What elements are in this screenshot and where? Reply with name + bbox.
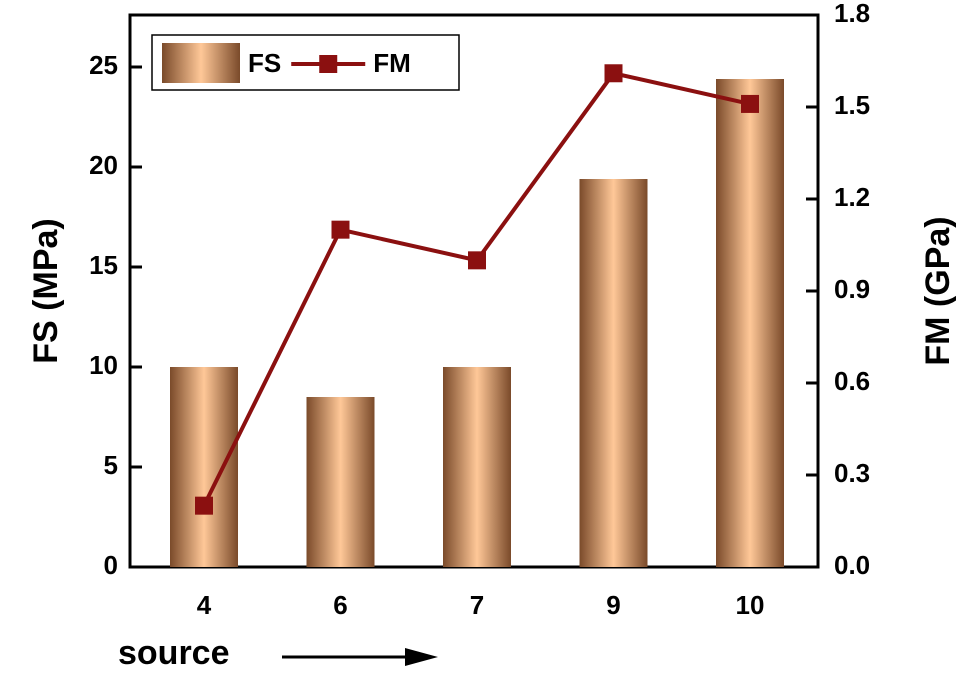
- y2-tick-label: 1.8: [834, 0, 870, 28]
- marker: [604, 64, 623, 83]
- y-tick-label: 15: [89, 250, 118, 280]
- y-tick-label: 25: [89, 50, 118, 80]
- legend: FS FM: [151, 34, 460, 91]
- x-tick-label: 9: [606, 590, 620, 620]
- legend-label: FS: [248, 48, 281, 78]
- marker: [195, 496, 213, 515]
- x-arrow: [282, 648, 438, 666]
- bar: [170, 367, 238, 567]
- x-tick-label: 6: [333, 590, 347, 620]
- y-tick-label: 0: [104, 550, 118, 580]
- bar: [716, 79, 784, 567]
- y2-axis-title: FM (GPa): [919, 216, 957, 365]
- x-axis-title: source: [118, 634, 230, 671]
- y2-tick-label: 1.2: [834, 182, 870, 212]
- legend-label: FM: [373, 48, 411, 78]
- y2-tick-label: 0.0: [834, 550, 870, 580]
- legend-swatch: [162, 43, 240, 83]
- marker: [331, 220, 350, 239]
- y2-tick-label: 0.9: [834, 274, 870, 304]
- x-tick-label: 10: [736, 590, 765, 620]
- x-tick-label: 7: [470, 590, 484, 620]
- marker: [741, 94, 759, 113]
- x-tick-label: 4: [197, 590, 212, 620]
- y2-tick-label: 1.5: [834, 90, 870, 120]
- bar: [443, 367, 511, 567]
- marker: [468, 251, 486, 270]
- y2-tick-label: 0.6: [834, 366, 870, 396]
- y-tick-label: 10: [89, 350, 118, 380]
- bar: [306, 397, 375, 567]
- y-tick-label: 20: [89, 150, 118, 180]
- bar: [579, 179, 648, 567]
- y-tick-label: 5: [104, 450, 118, 480]
- legend-marker: [319, 55, 338, 73]
- y-axis-title: FS (MPa): [27, 218, 65, 363]
- y2-tick-label: 0.3: [834, 458, 870, 488]
